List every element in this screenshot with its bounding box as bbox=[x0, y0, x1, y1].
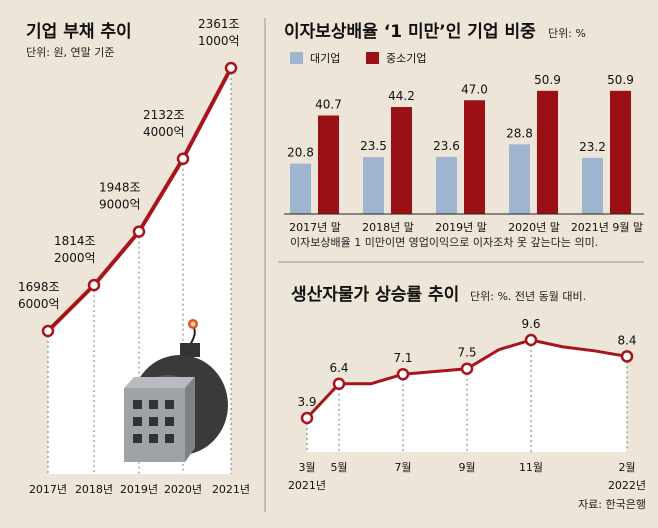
legend-swatch-sme bbox=[366, 52, 379, 64]
building-top bbox=[124, 377, 195, 388]
ppi-point bbox=[332, 377, 346, 391]
legend-swatch-large bbox=[290, 52, 303, 64]
debt-value-label: 2361조 bbox=[198, 17, 240, 31]
icr-bar bbox=[436, 156, 457, 214]
icr-panel: 이자보상배율 ‘1 미만’인 기업 비중 단위: % 대기업 중소기업 20.8… bbox=[284, 22, 644, 249]
ppi-value-label: 6.4 bbox=[329, 361, 348, 375]
debt-x-tick: 2019년 bbox=[120, 483, 158, 496]
icr-bar bbox=[582, 157, 603, 214]
icr-bar bbox=[509, 144, 530, 214]
debt-subtitle: 단위: 원, 연말 기준 bbox=[26, 46, 115, 59]
debt-x-tick: 2021년 bbox=[212, 483, 250, 496]
icr-value-label: 44.2 bbox=[388, 89, 415, 103]
debt-point bbox=[176, 152, 190, 166]
debt-value-label: 6000억 bbox=[18, 297, 60, 311]
icr-x-tick: 2020년 말 bbox=[508, 221, 560, 234]
icr-bar bbox=[610, 90, 631, 214]
debt-value-label: 9000억 bbox=[99, 198, 141, 212]
ppi-x-tick: 7월 bbox=[394, 461, 411, 474]
ppi-panel: 생산자물가 상승률 추이 단위: %. 전년 동월 대비. 3.9 3월 2021년… bbox=[288, 285, 646, 511]
bomb-illustration bbox=[124, 319, 228, 462]
ppi-x-tick-year: 2022년 bbox=[608, 479, 646, 492]
building-side bbox=[185, 377, 195, 462]
ppi-value-label: 9.6 bbox=[521, 317, 540, 331]
icr-value-label: 23.5 bbox=[360, 139, 387, 153]
spark-core bbox=[190, 321, 196, 327]
debt-x-tick: 2020년 bbox=[164, 483, 202, 496]
ppi-x-tick: 9월 bbox=[458, 461, 475, 474]
debt-point bbox=[87, 278, 101, 292]
debt-title: 기업 부채 추이 bbox=[26, 22, 132, 42]
debt-points: 1698조 6000억 2017년 1814조 2000억 2018년 1948조 9000억… bbox=[18, 17, 250, 496]
ppi-x-tick: 2월 bbox=[618, 461, 635, 474]
ppi-x-tick-year: 2021년 bbox=[288, 479, 326, 492]
debt-value-label: 2132조 bbox=[143, 108, 185, 122]
debt-value-label: 2000억 bbox=[54, 251, 96, 265]
ppi-point bbox=[396, 367, 410, 381]
source-note: 자료: 한국은행 bbox=[578, 498, 646, 511]
legend-label-sme: 중소기업 bbox=[386, 52, 426, 65]
debt-x-tick: 2018년 bbox=[75, 483, 113, 496]
debt-x-tick: 2017년 bbox=[29, 483, 67, 496]
icr-value-label: 20.8 bbox=[287, 146, 314, 160]
icr-x-tick: 2017년 말 bbox=[289, 221, 341, 234]
icr-bar bbox=[391, 107, 412, 214]
icr-value-label: 50.9 bbox=[607, 73, 634, 87]
icr-x-tick: 2021년 9월 말 bbox=[571, 221, 643, 234]
debt-value-label: 1948조 bbox=[99, 181, 141, 195]
icr-value-label: 23.6 bbox=[433, 139, 460, 153]
icr-title: 이자보상배율 ‘1 미만’인 기업 비중 bbox=[284, 22, 536, 42]
debt-panel: 기업 부채 추이 단위: 원, 연말 기준 1698조 6000억 2017년 181… bbox=[18, 17, 250, 496]
ppi-points: 3.9 3월 2021년 6.4 5월 7.1 7월 7.5 9월 9.6 11월 8.4 2월 2022… bbox=[288, 317, 646, 492]
legend-label-large: 대기업 bbox=[310, 52, 340, 65]
ppi-value-label: 8.4 bbox=[617, 333, 636, 347]
icr-value-label: 47.0 bbox=[461, 82, 488, 96]
icr-bar bbox=[464, 100, 485, 214]
icr-value-label: 28.8 bbox=[506, 126, 533, 140]
ppi-value-label: 7.5 bbox=[457, 346, 476, 360]
debt-point bbox=[224, 61, 238, 75]
debt-value-label: 1000억 bbox=[198, 34, 240, 48]
debt-point bbox=[132, 225, 146, 238]
icr-x-tick: 2019년 말 bbox=[435, 221, 487, 234]
debt-value-label: 1698조 bbox=[18, 280, 60, 294]
icr-bar bbox=[363, 157, 384, 214]
icr-bars: 20.8 40.7 2017년 말 23.5 44.2 2018년 말 23.6 47.0 20… bbox=[287, 73, 643, 234]
debt-value-label: 1814조 bbox=[54, 234, 96, 248]
icr-x-tick: 2018년 말 bbox=[362, 221, 414, 234]
ppi-point bbox=[300, 411, 314, 425]
debt-point bbox=[41, 324, 55, 338]
ppi-x-tick: 11월 bbox=[519, 461, 543, 474]
ppi-point bbox=[524, 333, 538, 347]
icr-value-label: 40.7 bbox=[315, 98, 342, 112]
ppi-unit: 단위: %. 전년 동월 대비. bbox=[470, 290, 586, 303]
ppi-x-tick: 3월 bbox=[298, 461, 315, 474]
bomb-cap bbox=[180, 343, 200, 357]
icr-bar bbox=[537, 90, 558, 214]
icr-value-label: 50.9 bbox=[534, 73, 561, 87]
ppi-area bbox=[307, 340, 627, 452]
icr-note: 이자보상배율 1 미만이면 영업이익으로 이자조차 못 갚는다는 의미. bbox=[290, 236, 598, 249]
ppi-point bbox=[460, 362, 474, 375]
ppi-title: 생산자물가 상승률 추이 bbox=[291, 285, 459, 305]
debt-value-label: 4000억 bbox=[143, 125, 185, 139]
ppi-value-label: 7.1 bbox=[393, 351, 412, 365]
ppi-point bbox=[620, 350, 634, 363]
icr-bar bbox=[290, 163, 311, 214]
icr-unit: 단위: % bbox=[548, 27, 586, 40]
ppi-x-tick: 5월 bbox=[330, 461, 347, 474]
icr-value-label: 23.2 bbox=[579, 140, 606, 154]
icr-bar bbox=[318, 115, 339, 214]
ppi-value-label: 3.9 bbox=[297, 395, 316, 409]
building-windows bbox=[133, 400, 174, 443]
